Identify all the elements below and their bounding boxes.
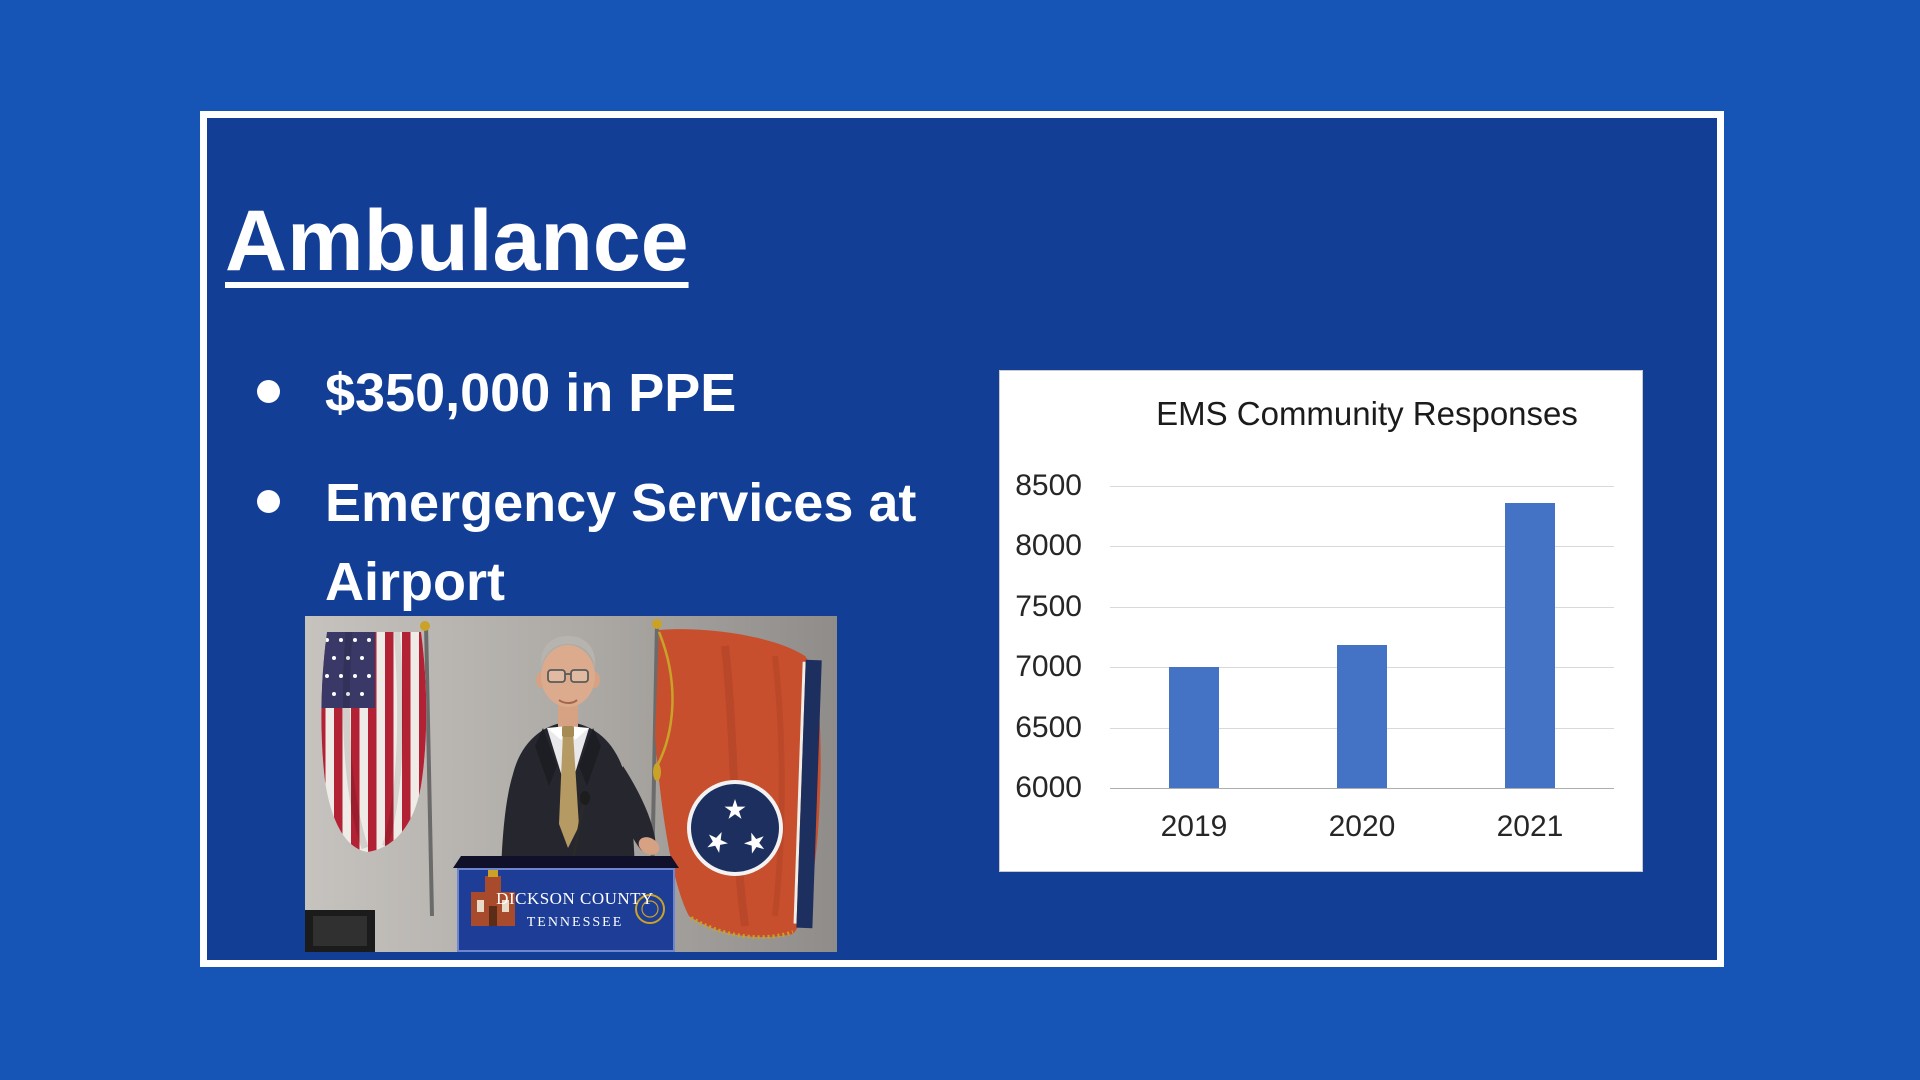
podium-title-line1: DICKSON COUNTY bbox=[496, 889, 654, 908]
press-photo-graphic: DICKSON COUNTY TENNESSEE bbox=[305, 616, 837, 952]
ems-responses-chart: EMS Community Responses 6000 6500 7000 7500… bbox=[999, 370, 1643, 872]
podium-title-line2: TENNESSEE bbox=[527, 915, 624, 930]
y-axis-tick-label: 7500 bbox=[1015, 589, 1082, 623]
x-axis-tick-label: 2020 bbox=[1328, 810, 1396, 843]
tennessee-flag-graphic bbox=[649, 619, 822, 940]
glasses-graphic bbox=[547, 669, 589, 683]
bullet-dot bbox=[257, 380, 280, 403]
slide-frame: Ambulance $350,000 in PPE Emergency Serv… bbox=[200, 111, 1724, 967]
bullet-text: Emergency Services at Airport bbox=[325, 473, 917, 612]
us-flag-graphic bbox=[321, 621, 434, 917]
bar-2020 bbox=[1337, 645, 1387, 788]
bullet-text: $350,000 in PPE bbox=[325, 363, 737, 423]
bar-2021 bbox=[1505, 502, 1555, 788]
bullet-list: $350,000 in PPE Emergency Services at Ai… bbox=[251, 354, 925, 621]
courthouse-graphic bbox=[471, 870, 515, 926]
press-conference-photo: DICKSON COUNTY TENNESSEE bbox=[305, 616, 837, 952]
bullet-item-ppe: $350,000 in PPE bbox=[251, 354, 925, 432]
chart-plot-area: 2019 2020 2021 bbox=[1110, 486, 1614, 843]
slide-title: Ambulance bbox=[225, 193, 689, 289]
chart-gridline bbox=[1110, 606, 1614, 608]
y-axis-tick-label: 7000 bbox=[1015, 650, 1082, 684]
chart-gridline bbox=[1110, 486, 1614, 487]
bullet-dot bbox=[257, 490, 280, 514]
y-axis-tick-label: 6000 bbox=[1015, 771, 1082, 804]
y-axis-tick-label: 6500 bbox=[1015, 710, 1082, 744]
x-axis-tick-label: 2021 bbox=[1496, 810, 1564, 843]
monitor-graphic bbox=[305, 910, 375, 952]
chart-y-axis: 6000 6500 7000 7500 8000 8500 bbox=[1000, 469, 1094, 804]
podium-graphic: DICKSON COUNTY TENNESSEE bbox=[453, 791, 679, 952]
chart-gridline bbox=[1110, 788, 1614, 789]
bar-2019 bbox=[1168, 667, 1219, 788]
x-axis-tick-label: 2019 bbox=[1160, 810, 1228, 843]
y-axis-tick-label: 8000 bbox=[1015, 529, 1082, 563]
chart-title: EMS Community Responses bbox=[1156, 395, 1578, 432]
bullet-item-airport: Emergency Services at Airport bbox=[251, 464, 925, 621]
y-axis-tick-label: 8500 bbox=[1015, 469, 1082, 502]
chart-gridline bbox=[1110, 546, 1614, 548]
